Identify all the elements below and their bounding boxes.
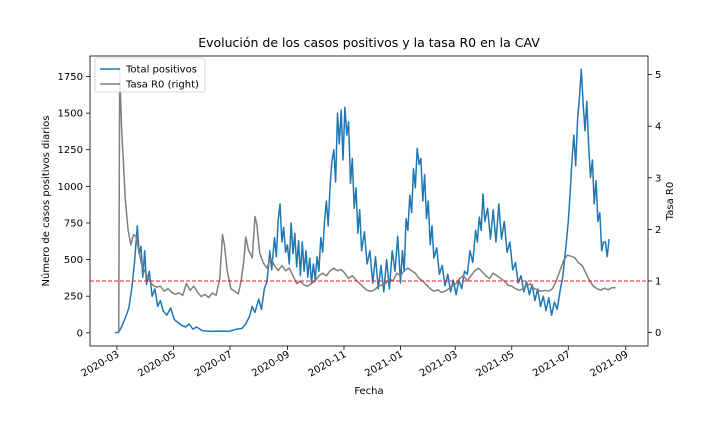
y-right-tick-label: 5 bbox=[655, 70, 661, 81]
y-axis-right-label: Tasa R0 bbox=[665, 182, 676, 221]
x-tick-label: 2020-09 bbox=[250, 349, 292, 379]
y-left-tick-label: 750 bbox=[64, 218, 83, 229]
y-right-tick-label: 4 bbox=[655, 122, 661, 133]
y-left-tick-label: 1750 bbox=[58, 72, 83, 83]
y-left-tick-label: 250 bbox=[64, 292, 83, 303]
y-right-tick-label: 1 bbox=[655, 276, 661, 287]
legend-box bbox=[94, 57, 206, 93]
chart-title: Evolución de los casos positivos y la ta… bbox=[198, 35, 540, 50]
series-line-2 bbox=[117, 68, 616, 334]
y-left-tick-label: 0 bbox=[77, 328, 83, 339]
series-layer bbox=[90, 68, 648, 334]
x-tick-label: 2021-09 bbox=[589, 349, 631, 379]
plot-frame bbox=[89, 55, 649, 347]
y-axis-left-label: Número de casos positivos diarios bbox=[40, 116, 52, 287]
legend-label-2: Tasa R0 (right) bbox=[125, 80, 199, 91]
y-right-tick-label: 0 bbox=[655, 328, 661, 339]
series-line-1 bbox=[114, 68, 610, 334]
x-tick-label: 2020-11 bbox=[307, 349, 349, 379]
x-tick-label: 2020-03 bbox=[80, 349, 122, 379]
x-tick-label: 2021-03 bbox=[418, 349, 460, 379]
y-right-tick-label: 3 bbox=[655, 173, 661, 184]
y-left-tick-label: 1500 bbox=[58, 109, 83, 120]
y-right-tick-label: 2 bbox=[655, 225, 661, 236]
x-tick-label: 2021-05 bbox=[475, 349, 517, 379]
y-left-tick-label: 1000 bbox=[58, 182, 83, 193]
x-tick-label: 2020-07 bbox=[193, 349, 235, 379]
y-left-tick-label: 500 bbox=[64, 255, 83, 266]
x-tick-label: 2020-05 bbox=[136, 349, 178, 379]
legend: Total positivos Tasa R0 (right) bbox=[94, 57, 206, 93]
x-tick-label: 2021-01 bbox=[363, 349, 405, 379]
x-axis-label: Fecha bbox=[354, 386, 383, 397]
y-left-tick-label: 1250 bbox=[58, 145, 83, 156]
x-tick-label: 2021-07 bbox=[531, 349, 573, 379]
legend-label-1: Total positivos bbox=[125, 65, 197, 76]
